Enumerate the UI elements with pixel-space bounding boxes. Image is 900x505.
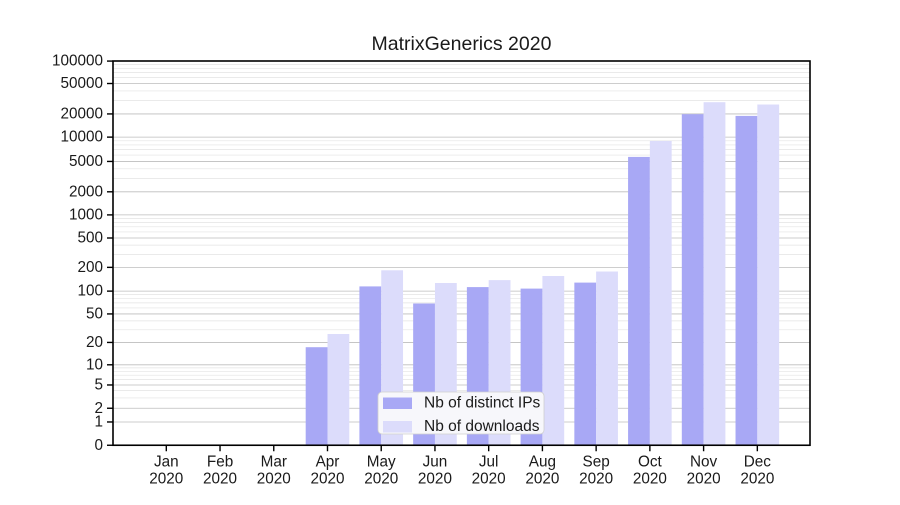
- svg-text:2020: 2020: [525, 470, 559, 487]
- svg-text:100: 100: [77, 283, 103, 300]
- svg-text:Mar: Mar: [261, 453, 287, 470]
- svg-text:20: 20: [86, 334, 103, 351]
- svg-text:500: 500: [77, 230, 103, 247]
- svg-text:1000: 1000: [69, 206, 103, 223]
- svg-text:50000: 50000: [60, 75, 103, 92]
- svg-text:Dec: Dec: [744, 453, 772, 470]
- svg-text:Aug: Aug: [529, 453, 556, 470]
- svg-text:Nov: Nov: [690, 453, 718, 470]
- svg-text:2020: 2020: [633, 470, 667, 487]
- svg-text:Jul: Jul: [479, 453, 499, 470]
- svg-text:Nb of distinct IPs: Nb of distinct IPs: [424, 395, 541, 412]
- svg-text:2020: 2020: [149, 470, 183, 487]
- svg-text:2020: 2020: [687, 470, 721, 487]
- svg-text:100000: 100000: [52, 53, 103, 70]
- svg-text:2020: 2020: [579, 470, 613, 487]
- svg-text:2020: 2020: [364, 470, 398, 487]
- svg-text:Feb: Feb: [207, 453, 233, 470]
- svg-text:5: 5: [94, 376, 103, 393]
- svg-text:2020: 2020: [472, 470, 506, 487]
- svg-text:Oct: Oct: [638, 453, 663, 470]
- svg-text:Jun: Jun: [423, 453, 448, 470]
- svg-text:5000: 5000: [69, 153, 103, 170]
- svg-text:Apr: Apr: [316, 453, 340, 470]
- svg-text:10000: 10000: [60, 129, 103, 146]
- svg-text:Sep: Sep: [583, 453, 610, 470]
- svg-text:2020: 2020: [418, 470, 452, 487]
- svg-text:1: 1: [94, 413, 103, 430]
- svg-text:Jan: Jan: [154, 453, 179, 470]
- svg-text:May: May: [367, 453, 396, 470]
- svg-text:20000: 20000: [60, 105, 103, 122]
- svg-text:0: 0: [94, 437, 103, 454]
- svg-text:2020: 2020: [203, 470, 237, 487]
- svg-text:10: 10: [86, 356, 103, 373]
- svg-text:2020: 2020: [740, 470, 774, 487]
- svg-text:200: 200: [77, 259, 103, 276]
- svg-text:2000: 2000: [69, 183, 103, 200]
- svg-text:Nb of downloads: Nb of downloads: [424, 418, 540, 435]
- svg-text:50: 50: [86, 305, 103, 322]
- svg-text:MatrixGenerics 2020: MatrixGenerics 2020: [372, 33, 552, 55]
- svg-text:2020: 2020: [257, 470, 291, 487]
- svg-text:2020: 2020: [310, 470, 344, 487]
